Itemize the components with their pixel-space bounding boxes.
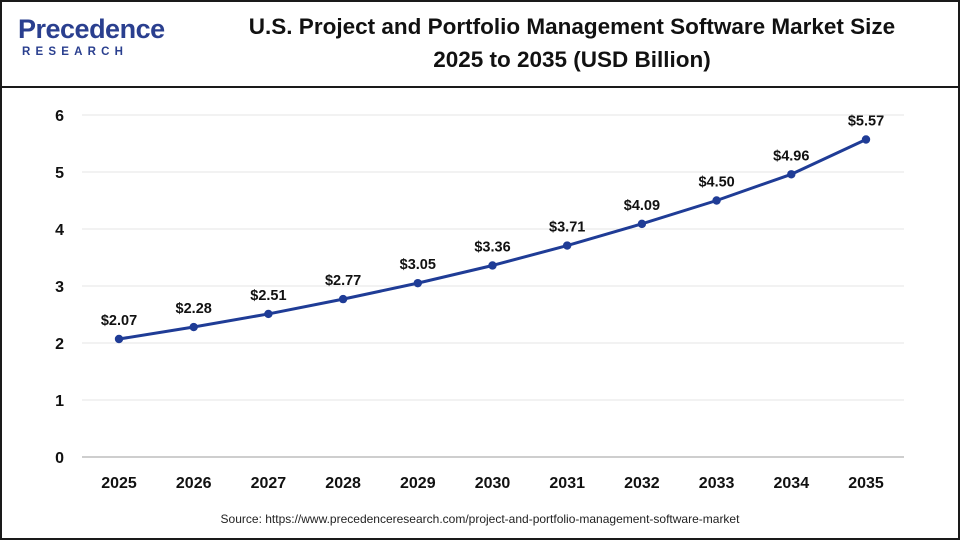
x-tick-label: 2033	[699, 475, 735, 492]
x-tick-label: 2030	[475, 475, 511, 492]
y-tick-label: 4	[55, 222, 64, 239]
data-point	[861, 135, 871, 144]
data-label: $3.71	[549, 220, 585, 236]
chart-title-line1: U.S. Project and Portfolio Management So…	[248, 14, 896, 39]
data-label: $4.50	[698, 175, 734, 191]
data-label: $4.96	[773, 148, 809, 164]
y-tick-label: 3	[55, 279, 64, 296]
x-tick-label: 2031	[549, 475, 585, 492]
data-label: $2.28	[176, 301, 212, 317]
y-tick-label: 5	[55, 165, 64, 182]
chart-title-line2: 2025 to 2035 (USD Billion)	[433, 47, 711, 72]
data-label: $4.09	[624, 198, 660, 214]
data-point	[488, 261, 497, 270]
x-tick-label: 2028	[325, 475, 361, 492]
x-tick-label: 2032	[624, 475, 660, 492]
data-point	[637, 219, 647, 229]
header: Precedence RESEARCH U.S. Project and Por…	[2, 2, 958, 86]
data-point	[712, 196, 721, 205]
x-tick-label: 2025	[101, 475, 137, 492]
data-point	[787, 170, 796, 179]
y-tick-label: 0	[55, 450, 64, 467]
data-point	[114, 334, 124, 344]
x-tick-label: 2026	[176, 475, 212, 492]
data-point	[563, 241, 572, 250]
data-point	[338, 294, 348, 304]
x-tick-label: 2034	[774, 475, 810, 492]
data-label: $2.07	[101, 313, 137, 329]
logo-wordmark: Precedence	[18, 14, 165, 44]
x-tick-label: 2029	[400, 475, 436, 492]
y-tick-label: 1	[55, 393, 64, 410]
logo-subtext: RESEARCH	[22, 46, 129, 58]
x-tick-label: 2027	[251, 475, 287, 492]
source-note: Source: https://www.precedenceresearch.c…	[220, 512, 740, 526]
data-label: $2.77	[325, 273, 361, 289]
chart-title: U.S. Project and Portfolio Management So…	[202, 10, 942, 76]
y-tick-label: 2	[55, 336, 64, 353]
data-point	[189, 322, 198, 332]
data-point	[264, 309, 273, 319]
data-label: $2.51	[250, 288, 286, 304]
x-tick-label: 2035	[848, 475, 884, 492]
data-point	[413, 278, 422, 288]
header-divider	[2, 86, 958, 88]
data-label: $3.05	[400, 257, 436, 273]
precedence-research-logo: Precedence RESEARCH	[18, 14, 168, 66]
y-tick-label: 6	[55, 108, 64, 125]
data-label: $3.36	[474, 239, 510, 255]
data-label: $5.57	[848, 114, 884, 130]
